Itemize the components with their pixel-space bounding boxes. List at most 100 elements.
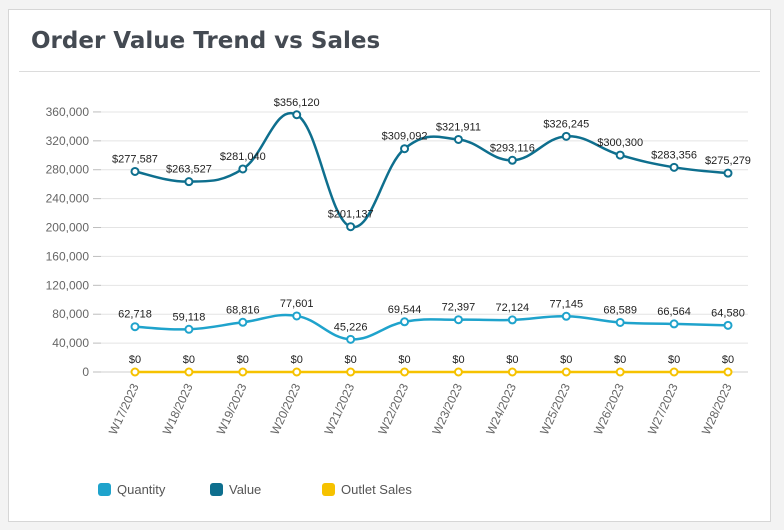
x-tick-label: W23/2023 bbox=[429, 381, 465, 437]
y-axis: 0 40,000 80,000 120,000 160,000 200,000 240,00… bbox=[46, 105, 748, 379]
y-tick-label: 200,000 bbox=[46, 221, 90, 235]
data-point-quantity bbox=[669, 319, 679, 329]
x-tick-label: W22/2023 bbox=[375, 381, 411, 437]
y-tick-label: 0 bbox=[82, 365, 89, 379]
y-tick-label: 40,000 bbox=[52, 336, 89, 350]
legend-label-quantity: Quantity bbox=[117, 482, 166, 497]
data-point-value bbox=[723, 168, 733, 178]
y-tick-label: 120,000 bbox=[46, 278, 90, 292]
data-point-outlet-sales bbox=[346, 367, 356, 377]
x-tick-label: W17/2023 bbox=[106, 381, 142, 437]
y-tick-label: 80,000 bbox=[52, 307, 89, 321]
data-label-quantity: 64,580 bbox=[711, 307, 745, 319]
x-tick-label: W25/2023 bbox=[537, 381, 573, 437]
x-tick-label: W20/2023 bbox=[268, 381, 304, 437]
data-label-value: $283,356 bbox=[651, 149, 697, 161]
data-point-value bbox=[453, 134, 463, 144]
data-label-outlet-sales: $0 bbox=[129, 354, 141, 366]
data-point-outlet-sales bbox=[453, 367, 463, 377]
legend-item-outlet-sales[interactable]: Outlet Sales bbox=[322, 482, 412, 497]
data-label-outlet-sales: $0 bbox=[237, 354, 249, 366]
title-divider bbox=[19, 71, 760, 72]
data-label-quantity: 62,718 bbox=[118, 309, 152, 321]
x-tick-label: W19/2023 bbox=[214, 381, 250, 437]
legend-item-quantity[interactable]: Quantity bbox=[98, 482, 165, 497]
data-point-outlet-sales bbox=[615, 367, 625, 377]
data-label-value: $293,116 bbox=[490, 142, 535, 154]
data-point-value bbox=[238, 164, 248, 174]
data-point-quantity bbox=[184, 324, 194, 334]
data-point-quantity bbox=[400, 317, 410, 327]
data-point-value bbox=[507, 155, 517, 165]
data-point-value bbox=[400, 144, 410, 154]
data-point-outlet-sales bbox=[130, 367, 140, 377]
data-label-value: $300,300 bbox=[597, 137, 643, 149]
data-point-value bbox=[346, 222, 356, 232]
x-tick-label: W28/2023 bbox=[699, 381, 735, 437]
data-point-value bbox=[292, 110, 302, 120]
data-point-quantity bbox=[292, 311, 302, 321]
series-value: $277,587 $263,527 $281,040 $356,120 $201,137… bbox=[112, 97, 751, 232]
x-tick-label: W18/2023 bbox=[160, 381, 196, 437]
series-line-quantity bbox=[134, 313, 729, 341]
data-label-quantity: 77,145 bbox=[549, 298, 583, 310]
legend-swatch-value bbox=[210, 483, 223, 496]
data-label-outlet-sales: $0 bbox=[183, 354, 195, 366]
series-quantity: 62,718 59,118 68,816 77,601 45,226 69,544 72,3… bbox=[118, 298, 745, 344]
data-label-outlet-sales: $0 bbox=[560, 354, 572, 366]
data-point-quantity bbox=[130, 322, 140, 332]
legend-item-value[interactable]: Value bbox=[210, 482, 261, 497]
data-point-value bbox=[615, 150, 625, 160]
y-tick-label: 280,000 bbox=[46, 163, 90, 177]
x-axis: W17/2023 W18/2023 W19/2023 W20/2023 W21/2023… bbox=[106, 381, 735, 437]
data-label-value: $356,120 bbox=[274, 97, 320, 109]
data-label-value: $275,279 bbox=[705, 155, 751, 167]
data-point-quantity bbox=[507, 315, 517, 325]
data-label-outlet-sales: $0 bbox=[398, 354, 410, 366]
data-label-value: $309,092 bbox=[382, 131, 428, 143]
data-label-outlet-sales: $0 bbox=[614, 354, 626, 366]
data-label-quantity: 66,564 bbox=[657, 306, 691, 318]
data-label-quantity: 72,124 bbox=[496, 302, 530, 314]
data-label-outlet-sales: $0 bbox=[291, 354, 303, 366]
data-point-quantity bbox=[561, 311, 571, 321]
x-tick-label: W21/2023 bbox=[322, 381, 358, 437]
y-tick-label: 360,000 bbox=[46, 105, 90, 119]
series-outlet-sales: $0 $0 $0 $0 $0 $0 $0 $0 $0 $0 $0 $0 bbox=[129, 354, 734, 377]
data-label-outlet-sales: $0 bbox=[668, 354, 680, 366]
legend-label-value: Value bbox=[229, 482, 262, 497]
data-point-quantity bbox=[453, 315, 463, 325]
legend-swatch-quantity bbox=[98, 483, 111, 496]
data-label-quantity: 68,816 bbox=[226, 304, 260, 316]
data-point-quantity bbox=[615, 317, 625, 327]
data-point-outlet-sales bbox=[723, 367, 733, 377]
data-label-outlet-sales: $0 bbox=[452, 354, 464, 366]
data-point-outlet-sales bbox=[292, 367, 302, 377]
data-point-outlet-sales bbox=[669, 367, 679, 377]
y-tick-label: 240,000 bbox=[46, 192, 90, 206]
data-point-value bbox=[669, 162, 679, 172]
data-label-quantity: 68,589 bbox=[603, 304, 637, 316]
data-point-quantity bbox=[346, 334, 356, 344]
data-point-value bbox=[130, 166, 140, 176]
x-tick-label: W24/2023 bbox=[483, 381, 519, 437]
data-label-value: $277,587 bbox=[112, 153, 158, 165]
data-point-value bbox=[184, 177, 194, 187]
data-label-quantity: 69,544 bbox=[388, 304, 422, 316]
y-tick-label: 320,000 bbox=[46, 134, 90, 148]
data-label-outlet-sales: $0 bbox=[345, 354, 357, 366]
data-point-value bbox=[561, 131, 571, 141]
data-label-quantity: 72,397 bbox=[442, 302, 476, 314]
x-tick-label: W26/2023 bbox=[591, 381, 627, 437]
data-label-value: $326,245 bbox=[543, 118, 589, 130]
data-point-outlet-sales bbox=[561, 367, 571, 377]
data-label-outlet-sales: $0 bbox=[722, 354, 734, 366]
data-label-value: $263,527 bbox=[166, 164, 212, 176]
y-tick-label: 160,000 bbox=[46, 249, 90, 263]
data-point-outlet-sales bbox=[507, 367, 517, 377]
y-gridlines bbox=[101, 111, 748, 344]
data-label-outlet-sales: $0 bbox=[506, 354, 518, 366]
data-point-outlet-sales bbox=[184, 367, 194, 377]
data-label-value: $281,040 bbox=[220, 151, 266, 163]
